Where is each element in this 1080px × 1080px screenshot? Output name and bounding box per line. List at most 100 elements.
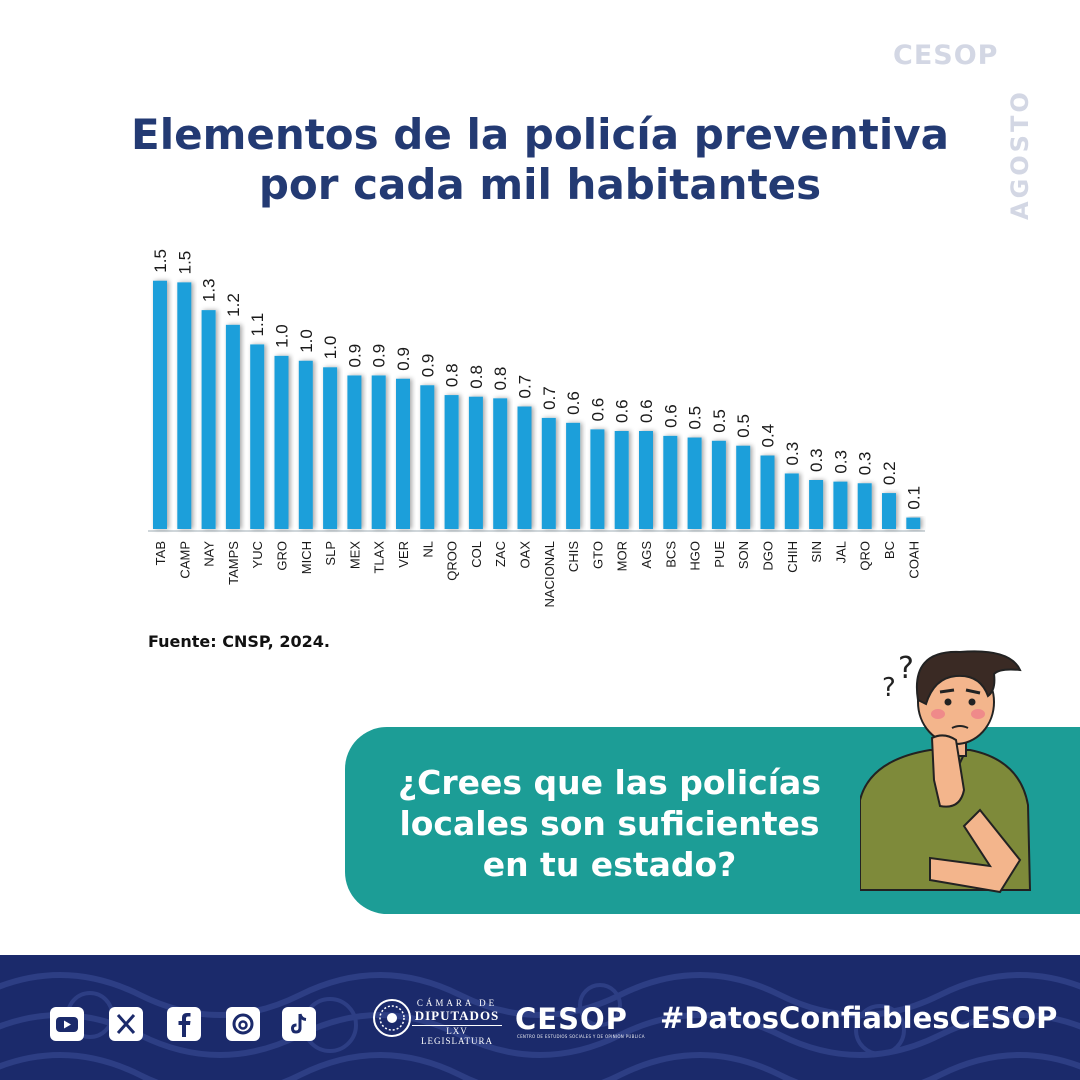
facebook-icon[interactable] xyxy=(167,1007,201,1041)
data-label-tlax: 0.9 xyxy=(370,344,389,368)
title-line-2: por cada mil habitantes xyxy=(258,160,822,209)
data-label-son: 0.5 xyxy=(734,414,753,438)
category-label-nacional: NACIONAL xyxy=(542,541,557,607)
camara-seal-icon xyxy=(373,999,411,1037)
bar-oax xyxy=(517,406,532,529)
data-label-nl: 0.9 xyxy=(418,354,437,378)
bar-tab xyxy=(153,280,167,529)
data-label-oax: 0.7 xyxy=(516,375,535,399)
data-label-zac: 0.8 xyxy=(491,367,510,391)
brand-top: CESOP xyxy=(893,40,999,71)
category-label-tlax: TLAX xyxy=(372,541,387,574)
page-title: Elementos de la policía preventiva por c… xyxy=(60,110,1020,210)
category-label-zac: ZAC xyxy=(493,541,508,567)
category-label-qroo: QROO xyxy=(445,541,460,581)
bar-dgo xyxy=(760,455,775,529)
bar-gro xyxy=(274,355,289,529)
bar-camp xyxy=(177,282,192,529)
category-label-bc: BC xyxy=(882,541,897,559)
bar-yuc xyxy=(250,344,265,529)
data-label-qro: 0.3 xyxy=(856,452,875,476)
question-mark-icon: ? xyxy=(882,673,896,703)
youtube-icon[interactable] xyxy=(50,1007,84,1041)
category-label-hgo: HGO xyxy=(688,541,703,571)
category-label-col: COL xyxy=(469,541,484,568)
category-label-chis: CHIS xyxy=(566,541,581,572)
data-label-jal: 0.3 xyxy=(831,450,850,474)
tiktok-icon[interactable] xyxy=(282,1007,316,1041)
question-mark-icon: ? xyxy=(898,651,914,686)
data-label-chis: 0.6 xyxy=(564,391,583,415)
bar-chart: 1.5 TAB 1.5 CAMP 1.3 NAY 1.2 TAMPS 1.1 YUC 1.0 GRO 1… xyxy=(148,249,925,607)
data-label-chih: 0.3 xyxy=(783,442,802,466)
data-label-bc: 0.2 xyxy=(880,461,899,485)
category-label-mor: MOR xyxy=(615,541,630,571)
data-label-yuc: 1.1 xyxy=(248,313,267,337)
data-label-tamps: 1.2 xyxy=(224,293,243,317)
data-label-slp: 1.0 xyxy=(321,336,340,360)
category-label-yuc: YUC xyxy=(250,541,265,568)
cesop-subtitle: CENTRO DE ESTUDIOS SOCIALES Y DE OPINIÓN… xyxy=(517,1034,645,1039)
bar-mex xyxy=(347,375,362,529)
data-label-gto: 0.6 xyxy=(588,398,607,422)
camara-line-3: LXV LEGISLATURA xyxy=(412,1025,502,1046)
threads-icon[interactable] xyxy=(226,1007,260,1041)
cesop-logo: CESOP xyxy=(515,1002,628,1036)
data-label-col: 0.8 xyxy=(467,365,486,389)
data-label-ver: 0.9 xyxy=(394,347,413,371)
bar-ver xyxy=(396,378,410,529)
data-label-coah: 0.1 xyxy=(904,486,923,510)
bar-ags xyxy=(639,431,653,529)
bar-nay xyxy=(201,310,216,529)
camara-line-2: DIPUTADOS xyxy=(414,1008,500,1023)
bar-nacional xyxy=(541,417,556,529)
data-label-mich: 1.0 xyxy=(297,329,316,353)
data-label-qroo: 0.8 xyxy=(443,363,462,387)
bar-chih xyxy=(784,473,799,529)
bar-slp xyxy=(323,367,338,529)
bar-nl xyxy=(420,385,435,529)
category-label-pue: PUE xyxy=(712,541,727,568)
bar-bc xyxy=(882,493,896,529)
bar-mor xyxy=(614,431,629,529)
category-label-chih: CHIH xyxy=(785,541,800,573)
data-label-mex: 0.9 xyxy=(345,344,364,368)
category-label-ver: VER xyxy=(396,541,411,568)
data-label-bcs: 0.6 xyxy=(661,404,680,428)
bar-qro xyxy=(857,483,872,529)
data-label-mor: 0.6 xyxy=(613,399,632,423)
bar-tlax xyxy=(371,375,386,529)
category-label-nl: NL xyxy=(420,541,435,558)
category-label-ags: AGS xyxy=(639,541,654,569)
footer-pattern xyxy=(0,972,1080,1080)
source-note: Fuente: CNSP, 2024. xyxy=(148,632,330,651)
bar-coah xyxy=(906,517,921,529)
question-text: ¿Crees que las policías locales son sufi… xyxy=(372,762,847,885)
category-label-tamps: TAMPS xyxy=(226,541,241,585)
category-label-slp: SLP xyxy=(323,541,338,566)
question-line-3: en tu estado? xyxy=(482,845,737,884)
camara-line-1: CÁMARA DE xyxy=(416,998,498,1008)
bar-son xyxy=(736,445,751,529)
category-label-mich: MICH xyxy=(299,541,314,574)
bar-zac xyxy=(493,398,508,529)
bar-pue xyxy=(711,440,726,529)
data-label-gro: 1.0 xyxy=(273,324,292,348)
camara-logo-text: CÁMARA DE DIPUTADOS LXV LEGISLATURA xyxy=(412,998,502,1046)
category-label-tab: TAB xyxy=(153,541,168,565)
x-icon[interactable] xyxy=(109,1007,143,1041)
data-label-dgo: 0.4 xyxy=(759,424,778,448)
data-label-sin: 0.3 xyxy=(807,448,826,472)
hashtag[interactable]: #DatosConfiablesCESOP xyxy=(660,1001,1058,1035)
bar-hgo xyxy=(687,437,702,529)
category-label-gto: GTO xyxy=(590,541,605,569)
data-label-ags: 0.6 xyxy=(637,399,656,423)
data-label-nacional: 0.7 xyxy=(540,386,559,410)
category-label-son: SON xyxy=(736,541,751,569)
category-label-gro: GRO xyxy=(275,541,290,571)
title-line-1: Elementos de la policía preventiva xyxy=(131,110,949,159)
category-label-nay: NAY xyxy=(202,541,217,567)
data-label-hgo: 0.5 xyxy=(686,406,705,430)
bar-col xyxy=(468,396,483,529)
category-label-dgo: DGO xyxy=(761,541,776,571)
